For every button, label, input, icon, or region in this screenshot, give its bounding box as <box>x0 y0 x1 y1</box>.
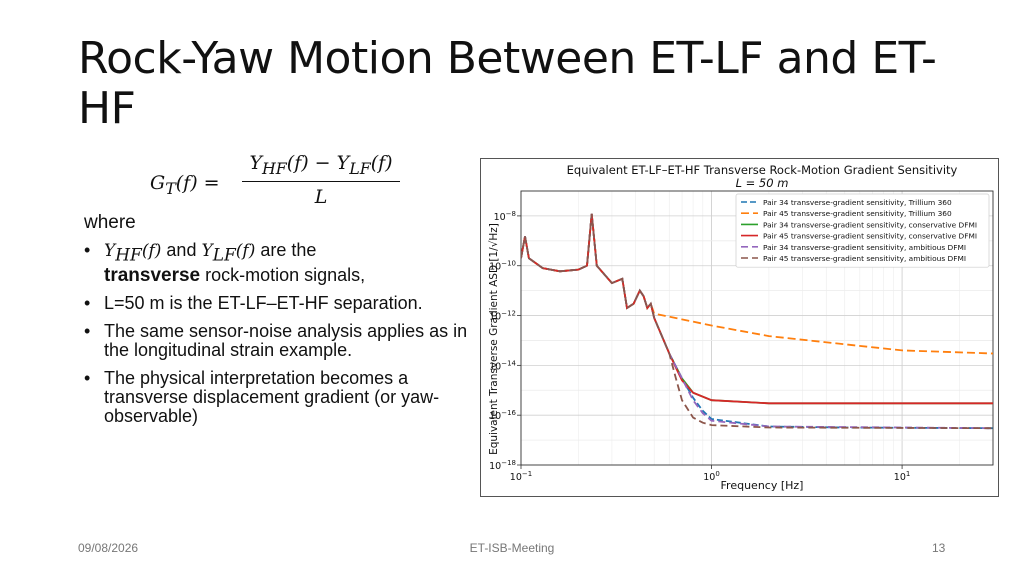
bullet-item: • L=50 m is the ET-LF–ET-HF separation. <box>84 292 423 313</box>
series-group <box>521 213 993 430</box>
legend-label: Pair 45 transverse-gradient sensitivity,… <box>763 232 977 241</box>
legend-label: Pair 34 transverse-gradient sensitivity,… <box>763 198 952 207</box>
y-tick-label: 10−14 <box>489 359 516 372</box>
formula-lhs: GT(f) = <box>150 172 220 198</box>
page-number: 13 <box>932 541 946 555</box>
x-tick-label: 101 <box>894 470 911 483</box>
legend-label: Pair 45 transverse-gradient sensitivity,… <box>763 209 952 218</box>
chart-svg: Equivalent ET-LF–ET-HF Transverse Rock-M… <box>488 163 994 492</box>
series-line-6 <box>521 213 993 430</box>
bullet-item: • The same sensor-noise analysis applies … <box>84 320 468 360</box>
formula-denominator: L <box>314 185 328 208</box>
plot-area: 10−1 100 101 10−18 10−16 10−14 10−12 10−10 10−8 P… <box>489 190 994 483</box>
y-tick-label: 10−10 <box>489 260 516 273</box>
formula-numerator: YHF(f) − YLF(f) <box>242 152 400 182</box>
footer-date: 09/08/2026 <box>78 541 139 555</box>
sensitivity-chart: Equivalent ET-LF–ET-HF Transverse Rock-M… <box>480 158 999 497</box>
bullet-glyph: • <box>84 240 91 260</box>
x-axis-label: Frequency [Hz] <box>721 479 804 492</box>
y-axis-label: Equivalent Transverse Gradient ASD [1/√H… <box>488 223 500 455</box>
slide-title: Rock-Yaw Motion Between ET-LF and ET-HF <box>78 33 937 134</box>
plot-frame <box>520 190 994 466</box>
legend-box <box>735 193 990 268</box>
chart-title: Equivalent ET-LF–ET-HF Transverse Rock-M… <box>567 163 958 177</box>
y-tick-label: 10−18 <box>489 459 516 472</box>
x-tick-label: 100 <box>703 470 720 483</box>
bullet-list: • YHF(f) and YLF(f) are the transverse roc… <box>82 241 477 435</box>
y-tick-label: 10−12 <box>489 310 516 323</box>
legend-label: Pair 34 transverse-gradient sensitivity,… <box>763 220 977 229</box>
legend-label: Pair 45 transverse-gradient sensitivity,… <box>763 254 966 263</box>
y-tick-label: 10−16 <box>489 409 516 422</box>
bullet-item: • YHF(f) and YLF(f) are the transverse roc… <box>84 240 366 286</box>
bullet-item: • The physical interpretation becomes a t… <box>84 367 440 426</box>
footer-meeting: ET-ISB-Meeting <box>469 541 555 555</box>
where-label: where <box>84 212 136 233</box>
y-tick-label: 10−8 <box>494 210 516 223</box>
formula-fraction: YHF(f) − YLF(f) L <box>242 152 400 208</box>
x-tick-label: 10−1 <box>510 470 532 483</box>
chart-subtitle: L = 50 m <box>736 176 789 190</box>
legend-label: Pair 34 transverse-gradient sensitivity,… <box>763 243 966 252</box>
